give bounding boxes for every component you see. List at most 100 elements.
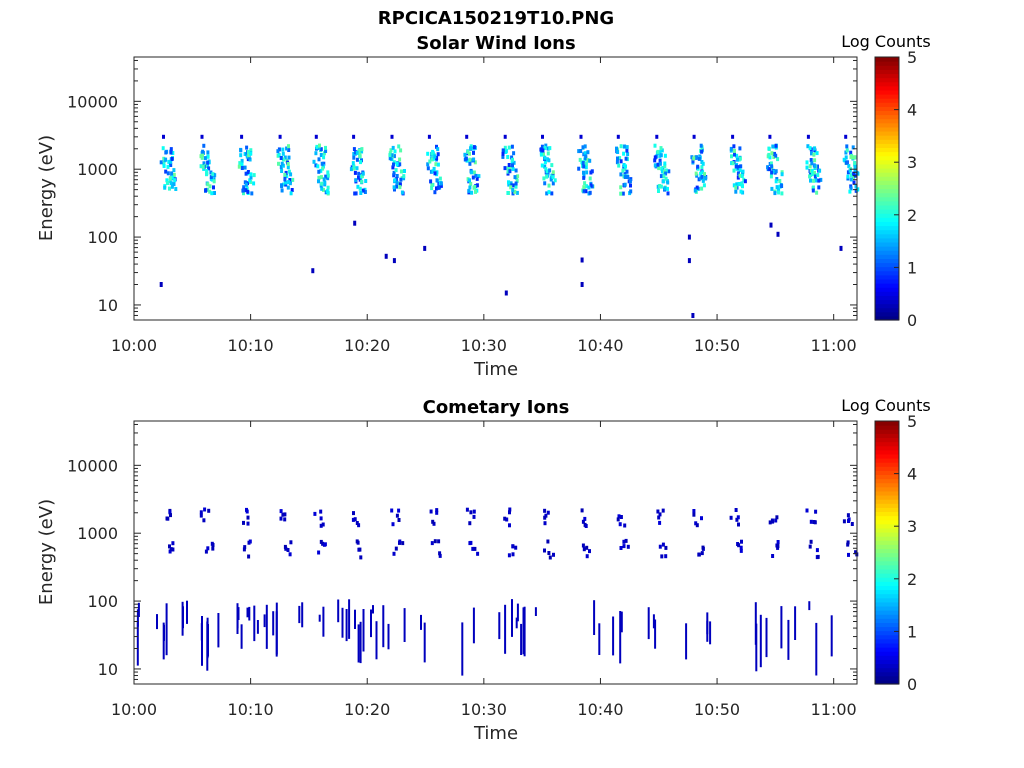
data-streak	[619, 611, 622, 664]
data-cell	[582, 164, 586, 169]
data-cell	[700, 551, 704, 556]
data-cell	[280, 169, 284, 173]
data-cell	[653, 158, 657, 163]
data-cell	[657, 166, 661, 171]
data-cell	[812, 178, 816, 183]
data-cell	[169, 513, 172, 518]
data-streak	[830, 615, 833, 657]
colorbar-segment	[875, 135, 899, 140]
data-cell	[585, 554, 589, 559]
colorbar-segment	[875, 213, 899, 218]
data-cell	[770, 170, 774, 175]
data-cell	[503, 145, 507, 150]
data-cell	[770, 186, 774, 191]
data-cell	[315, 144, 319, 149]
data-cell	[357, 523, 361, 528]
data-cell	[170, 175, 174, 180]
colorbar-segment	[875, 176, 899, 181]
data-cell	[548, 555, 552, 560]
data-cell	[209, 170, 213, 175]
data-cell	[246, 189, 250, 194]
data-cell	[463, 152, 467, 157]
data-cell	[616, 517, 620, 522]
data-cell	[766, 165, 770, 170]
data-cell	[250, 191, 254, 196]
data-cell	[703, 172, 706, 177]
colorbar-segment	[875, 581, 899, 586]
x-tick-label: 11:00	[811, 700, 857, 719]
data-streak	[754, 602, 757, 645]
data-cell	[739, 164, 743, 169]
colorbar-segment	[875, 98, 899, 103]
data-cell	[514, 184, 518, 189]
data-streak	[137, 602, 140, 617]
data-cell	[429, 509, 433, 514]
data-cell	[622, 151, 626, 156]
data-streak	[515, 617, 518, 629]
data-cell	[687, 234, 691, 240]
data-cell	[774, 518, 778, 523]
data-cell	[619, 144, 623, 149]
data-cell	[585, 545, 589, 550]
data-cell	[322, 151, 326, 156]
data-cell	[314, 134, 318, 139]
data-cell	[473, 184, 477, 189]
data-cell	[619, 191, 623, 196]
data-cell	[508, 507, 512, 512]
data-cell	[353, 220, 357, 226]
data-cell	[242, 185, 246, 190]
data-cell	[388, 156, 392, 161]
data-cell	[242, 547, 246, 552]
data-cell	[543, 164, 547, 169]
data-cell	[438, 176, 442, 181]
data-streak	[706, 620, 709, 642]
colorbar-segment	[875, 217, 899, 222]
data-cell	[806, 144, 810, 149]
data-cell	[541, 148, 545, 153]
data-cell	[389, 148, 393, 153]
data-cell	[546, 539, 550, 544]
data-cell	[545, 191, 549, 196]
data-streak	[201, 616, 203, 666]
data-cell	[468, 161, 472, 166]
x-tick-label: 10:30	[461, 700, 507, 719]
data-cell	[543, 508, 547, 513]
data-cell	[210, 191, 214, 196]
data-cell	[504, 290, 508, 296]
data-cell	[626, 175, 630, 179]
colorbar-segment	[875, 315, 899, 321]
data-cell	[169, 147, 173, 152]
data-cell	[423, 245, 427, 251]
data-cell	[248, 539, 252, 544]
data-streak	[620, 611, 623, 633]
colorbar-segment	[875, 266, 899, 272]
data-cell	[852, 180, 856, 185]
colorbar-tick-label: 1	[907, 258, 917, 277]
data-cell	[842, 519, 846, 524]
colorbar-segment	[875, 209, 899, 214]
data-cell	[472, 170, 476, 175]
data-cell	[433, 154, 437, 159]
colorbar-segment	[875, 69, 899, 75]
data-cell	[691, 313, 695, 318]
data-cell	[664, 168, 668, 173]
colorbar-segment	[875, 589, 899, 595]
data-cell	[542, 176, 546, 181]
x-tick-label: 10:30	[461, 336, 507, 355]
colorbar-segment	[875, 200, 899, 206]
data-cell	[543, 146, 547, 150]
data-cell	[243, 180, 247, 185]
data-cell	[435, 156, 439, 160]
axes-frame	[133, 420, 858, 685]
data-cell	[317, 157, 321, 162]
data-cell	[577, 149, 581, 154]
data-cell	[809, 519, 813, 524]
data-cell	[699, 143, 703, 148]
data-cell	[391, 145, 395, 150]
data-streak	[156, 614, 158, 630]
data-cell	[246, 170, 250, 174]
data-cell	[164, 150, 168, 155]
data-cell	[691, 159, 695, 163]
data-cell	[289, 191, 293, 196]
data-cell	[580, 257, 584, 263]
